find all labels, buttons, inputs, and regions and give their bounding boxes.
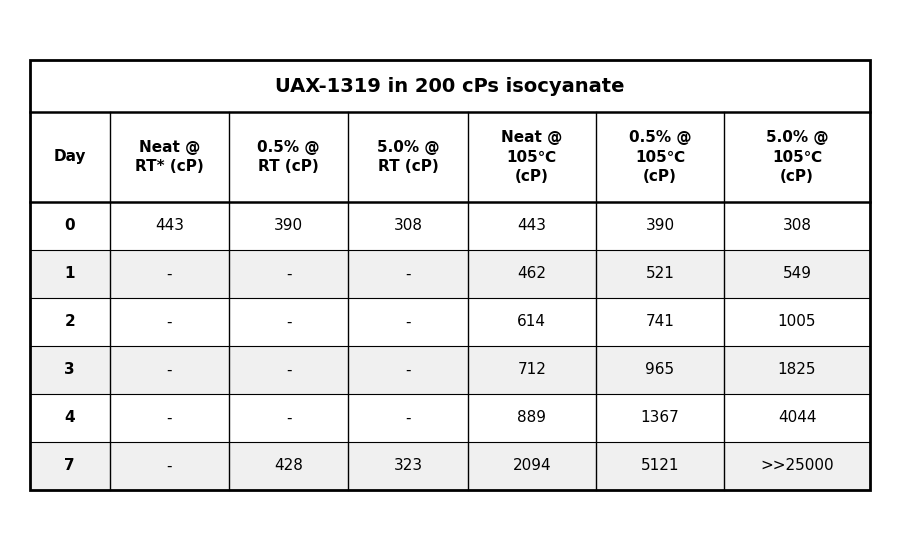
Text: 323: 323 [393, 459, 423, 474]
Text: 965: 965 [645, 362, 675, 377]
Text: 889: 889 [518, 410, 546, 426]
Bar [30, 250, 870, 298]
Text: 443: 443 [518, 218, 546, 234]
Text: 2: 2 [65, 315, 76, 329]
Bar [30, 394, 870, 442]
Text: 614: 614 [518, 315, 546, 329]
Bar [30, 346, 870, 394]
Text: -: - [166, 410, 172, 426]
Text: 308: 308 [393, 218, 422, 234]
Text: -: - [166, 362, 172, 377]
Text: 390: 390 [274, 218, 303, 234]
Text: -: - [405, 362, 410, 377]
Text: -: - [405, 410, 410, 426]
Text: -: - [166, 267, 172, 282]
Text: -: - [286, 410, 292, 426]
Text: 1825: 1825 [778, 362, 816, 377]
Text: 390: 390 [645, 218, 675, 234]
Text: -: - [286, 315, 292, 329]
Text: 5121: 5121 [641, 459, 680, 474]
Text: -: - [286, 362, 292, 377]
Text: 0: 0 [65, 218, 75, 234]
Text: 462: 462 [518, 267, 546, 282]
Text: 4044: 4044 [778, 410, 816, 426]
Text: 7: 7 [65, 459, 75, 474]
Text: 5.0% @
RT (cP): 5.0% @ RT (cP) [377, 140, 439, 174]
Text: Neat @
105℃
(cP): Neat @ 105℃ (cP) [501, 130, 562, 184]
Bar [30, 442, 870, 490]
Bar [30, 60, 870, 490]
Text: 521: 521 [645, 267, 674, 282]
Text: 1367: 1367 [641, 410, 680, 426]
Text: 0.5% @
RT (cP): 0.5% @ RT (cP) [257, 140, 320, 174]
Text: 2094: 2094 [512, 459, 551, 474]
Bar [30, 298, 870, 346]
Text: -: - [405, 267, 410, 282]
Text: >>25000: >>25000 [760, 459, 834, 474]
Text: 443: 443 [155, 218, 184, 234]
Text: 4: 4 [65, 410, 75, 426]
Text: 308: 308 [783, 218, 812, 234]
Text: -: - [405, 315, 410, 329]
Bar [30, 112, 870, 202]
Text: 1005: 1005 [778, 315, 816, 329]
Bar [30, 202, 870, 250]
Text: -: - [166, 315, 172, 329]
Text: 712: 712 [518, 362, 546, 377]
Text: UAX-1319 in 200 cPs isocyanate: UAX-1319 in 200 cPs isocyanate [275, 76, 625, 96]
Text: 1: 1 [65, 267, 75, 282]
Text: 549: 549 [783, 267, 812, 282]
Text: -: - [166, 459, 172, 474]
Text: -: - [286, 267, 292, 282]
Text: 5.0% @
105℃
(cP): 5.0% @ 105℃ (cP) [766, 130, 828, 184]
Text: 428: 428 [274, 459, 303, 474]
Bar [30, 60, 870, 112]
Text: 741: 741 [645, 315, 674, 329]
Text: Neat @
RT* (cP): Neat @ RT* (cP) [135, 140, 203, 174]
Text: 3: 3 [65, 362, 75, 377]
Text: 0.5% @
105℃
(cP): 0.5% @ 105℃ (cP) [629, 130, 691, 184]
Text: Day: Day [53, 150, 86, 164]
